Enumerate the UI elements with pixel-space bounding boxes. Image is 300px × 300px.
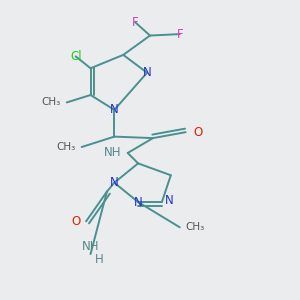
Text: O: O (71, 215, 80, 228)
Text: O: O (193, 126, 202, 139)
Text: N: N (165, 194, 174, 207)
Text: N: N (110, 176, 119, 189)
Text: NH: NH (104, 146, 122, 160)
Text: N: N (110, 103, 119, 116)
Text: CH₃: CH₃ (56, 142, 76, 152)
Text: F: F (176, 28, 183, 40)
Text: N: N (143, 66, 152, 79)
Text: CH₃: CH₃ (186, 222, 205, 232)
Text: N: N (134, 196, 142, 208)
Text: CH₃: CH₃ (42, 98, 61, 107)
Text: H: H (95, 254, 104, 266)
Text: NH: NH (82, 240, 99, 253)
Text: Cl: Cl (70, 50, 82, 63)
Text: F: F (132, 16, 139, 29)
